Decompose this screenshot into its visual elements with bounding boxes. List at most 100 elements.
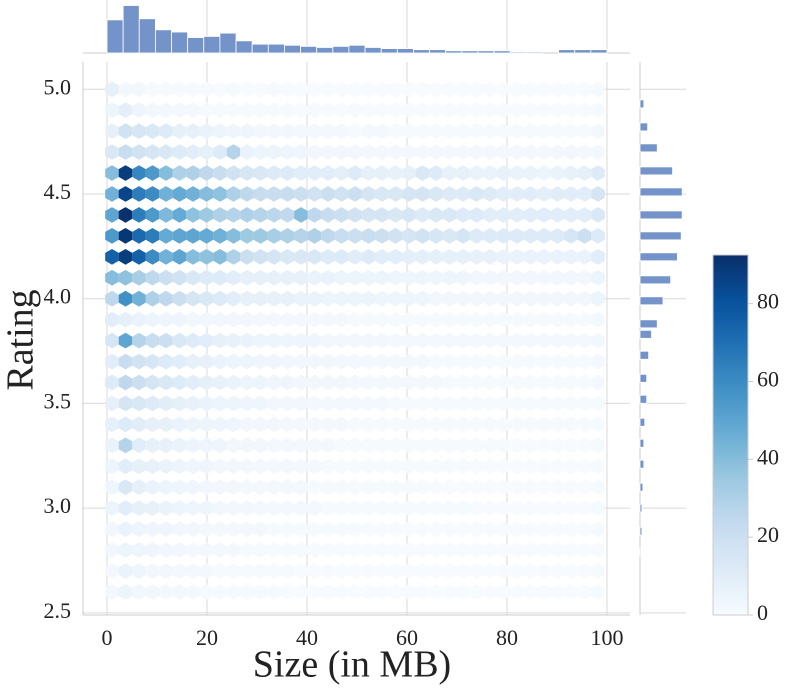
hex-cell <box>537 563 551 579</box>
hex-cell <box>564 395 578 412</box>
hex-cell <box>145 144 160 160</box>
hex-cell <box>294 102 308 118</box>
hex-cell <box>591 584 605 600</box>
hex-cell <box>496 332 511 349</box>
hex-cell <box>118 81 133 98</box>
colorbar-segment <box>713 367 748 372</box>
hex-cell <box>523 332 538 349</box>
hex-cell <box>186 81 200 98</box>
hex-cell <box>388 249 403 265</box>
hex-cell <box>240 165 254 181</box>
hex-cell <box>348 186 362 202</box>
hex-cell <box>550 458 565 475</box>
hex-cell <box>267 311 281 328</box>
x-tick-label: 20 <box>196 625 218 650</box>
hex-cell <box>442 102 457 118</box>
hex-cell <box>132 542 146 558</box>
hex-cell <box>321 584 335 600</box>
hex-cell <box>577 144 592 160</box>
hex-cell <box>577 563 592 579</box>
colorbar-segment <box>713 379 748 384</box>
hex-cell <box>294 81 308 98</box>
hex-cell <box>118 249 133 265</box>
hex-cell <box>550 416 565 433</box>
hex-cell <box>213 416 227 433</box>
hex-cell <box>118 353 133 370</box>
hex-cell <box>442 81 457 98</box>
colorbar-segment <box>713 279 748 284</box>
hex-cell <box>172 416 187 433</box>
hex-cell <box>172 144 187 160</box>
hex-cell <box>388 437 403 454</box>
hex-cell <box>132 332 146 349</box>
marginal-bar <box>639 417 646 427</box>
hex-cell <box>213 458 227 475</box>
hex-cell <box>226 521 241 537</box>
colorbar-segment <box>713 311 748 316</box>
colorbar-segment <box>713 327 748 332</box>
hex-cell <box>429 102 443 118</box>
colorbar-segment <box>713 283 748 288</box>
hex-cell <box>253 228 268 244</box>
hex-cell <box>213 249 227 265</box>
hex-cell <box>294 228 308 244</box>
colorbar-segment <box>713 387 748 392</box>
colorbar-segment <box>713 531 748 536</box>
hex-cell <box>172 479 187 496</box>
hex-cell <box>267 374 281 391</box>
hex-cell <box>172 269 187 286</box>
hex-cell <box>564 479 578 496</box>
marginal-bar <box>639 438 645 448</box>
hex-cell <box>415 584 430 600</box>
colorbar-segment <box>713 467 748 472</box>
marginal-bar <box>639 210 683 220</box>
hex-cell <box>226 249 241 265</box>
hex-cell <box>145 123 160 139</box>
hex-cell <box>145 311 160 328</box>
colorbar-segment <box>713 451 748 456</box>
hex-cell <box>402 228 416 244</box>
hex-cell <box>280 353 295 370</box>
hex-cell <box>213 584 227 600</box>
hex-cell <box>456 207 470 223</box>
colorbar-segment <box>713 383 748 388</box>
hex-cell <box>496 186 511 202</box>
hex-cell <box>375 165 389 181</box>
hex-cell <box>442 165 457 181</box>
hex-cell <box>105 458 119 475</box>
hex-cell <box>361 458 376 475</box>
hex-cell <box>253 542 268 558</box>
hex-cell <box>213 479 227 496</box>
hex-cell <box>307 249 322 265</box>
hex-cell <box>240 249 254 265</box>
colorbar-frame <box>712 254 749 616</box>
y-tick-label: 5.0 <box>44 74 72 99</box>
hex-cell <box>361 500 376 516</box>
hex-cell <box>267 249 281 265</box>
hex-cell <box>253 144 268 160</box>
hex-cell <box>172 374 187 391</box>
colorbar-segment <box>713 391 748 396</box>
colorbar-segment <box>713 503 748 508</box>
hex-cell <box>105 500 119 516</box>
hex-cell <box>105 437 119 454</box>
hex-cell <box>186 123 200 139</box>
colorbar-segment <box>713 295 748 300</box>
hex-cell <box>105 521 119 537</box>
hex-cell <box>280 416 295 433</box>
hex-cell <box>402 353 416 370</box>
hex-cell <box>564 290 578 307</box>
hex-cell <box>118 374 133 391</box>
hex-cell <box>483 228 497 244</box>
hex-cell <box>132 123 146 139</box>
hex-cell <box>402 458 416 475</box>
hex-cell <box>591 563 605 579</box>
hex-cell <box>564 228 578 244</box>
hex-cell <box>456 395 470 412</box>
marginal-bar <box>639 547 642 557</box>
hex-cell <box>172 521 187 537</box>
hex-cell <box>159 437 173 454</box>
hex-cell <box>186 228 200 244</box>
hex-cell <box>226 311 241 328</box>
colorbar-segment <box>713 547 748 552</box>
